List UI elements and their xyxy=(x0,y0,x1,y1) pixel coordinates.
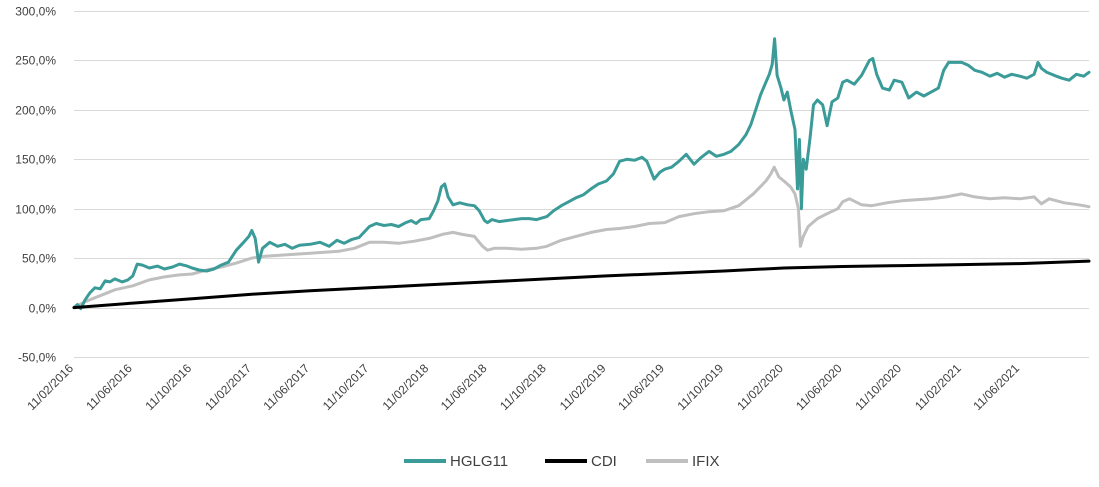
series-line-hglg11 xyxy=(72,37,1091,311)
gridlines xyxy=(74,11,1089,358)
y-tick-label: -50,0% xyxy=(18,351,56,365)
x-tick-label: 11/06/2019 xyxy=(615,361,667,413)
x-tick-label: 11/06/2021 xyxy=(970,361,1022,413)
x-tick-label: 11/06/2017 xyxy=(261,361,313,413)
y-tick-label: 150,0% xyxy=(15,153,56,167)
x-tick-label: 11/10/2017 xyxy=(320,361,372,413)
y-axis-ticks: 300,0% 250,0% 200,0% 150,0% 100,0% 50,0% 0,0% -… xyxy=(15,5,56,365)
x-tick-label: 11/06/2016 xyxy=(83,361,135,413)
legend-label: CDI xyxy=(591,453,617,470)
x-tick-label: 11/02/2018 xyxy=(380,361,432,413)
x-tick-label: 11/06/2020 xyxy=(793,361,845,413)
y-tick-label: 300,0% xyxy=(15,5,56,19)
x-tick-label: 11/02/2017 xyxy=(202,361,254,413)
x-tick-label: 11/10/2019 xyxy=(674,361,726,413)
x-axis-ticks: 11/02/2016 11/06/2016 11/10/2016 11/02/2017… xyxy=(24,361,1022,413)
series-line-cdi xyxy=(72,259,1091,310)
y-tick-label: 0,0% xyxy=(29,302,57,316)
x-tick-label: 11/10/2016 xyxy=(142,361,194,413)
y-tick-label: 250,0% xyxy=(15,54,56,68)
x-tick-label: 11/02/2021 xyxy=(912,361,964,413)
legend-label: HGLG11 xyxy=(450,453,508,470)
y-tick-label: 200,0% xyxy=(15,104,56,118)
y-tick-label: 50,0% xyxy=(22,252,56,266)
legend: HGLG11 CDI IFIX xyxy=(404,453,720,470)
x-tick-label: 11/02/2016 xyxy=(24,361,76,413)
y-tick-label: 100,0% xyxy=(15,203,56,217)
x-tick-label: 11/02/2019 xyxy=(557,361,609,413)
series-lines xyxy=(72,37,1091,311)
legend-label: IFIX xyxy=(692,453,720,470)
x-tick-label: 11/10/2018 xyxy=(497,361,549,413)
x-tick-label: 11/10/2020 xyxy=(852,361,904,413)
series-line-ifix xyxy=(72,165,1091,310)
x-tick-label: 11/06/2018 xyxy=(438,361,490,413)
x-tick-label: 11/02/2020 xyxy=(734,361,786,413)
